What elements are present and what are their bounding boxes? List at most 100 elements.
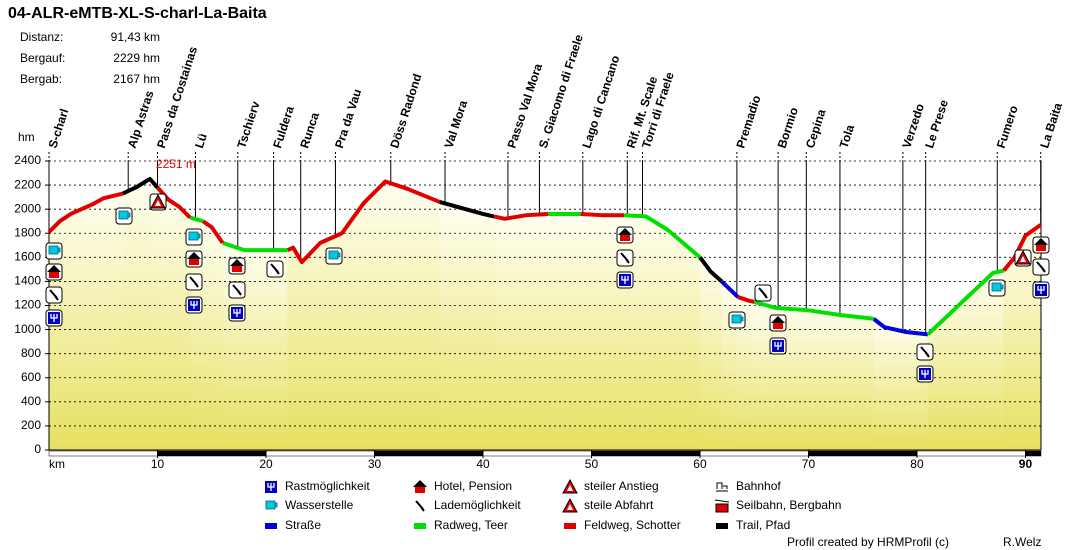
waypoint-label: S-charl bbox=[46, 107, 72, 150]
y-tick-label: 1800 bbox=[14, 225, 41, 239]
icon-water bbox=[328, 250, 341, 260]
icon-hotel-body bbox=[49, 272, 59, 278]
icon-fork bbox=[50, 314, 58, 322]
legend-label: Hotel, Pension bbox=[434, 479, 512, 493]
waypoint-label: Val Mora bbox=[442, 98, 471, 150]
icon-steep-in bbox=[1020, 256, 1026, 262]
x-tick-label: 80 bbox=[910, 457, 924, 471]
icon-water bbox=[731, 314, 744, 324]
x-tick-label: 40 bbox=[476, 457, 490, 471]
icon-charge bbox=[189, 276, 199, 288]
stat-value: 91,43 km bbox=[111, 30, 160, 44]
legend-swatch bbox=[564, 523, 576, 529]
stat-value: 2229 hm bbox=[113, 51, 160, 65]
waypoint-label: Pra da Vau bbox=[332, 87, 364, 150]
icon-fork bbox=[1037, 286, 1045, 294]
x-tick-label: 70 bbox=[802, 457, 816, 471]
legend-label: Wasserstelle bbox=[285, 498, 354, 512]
icon-hotel bbox=[187, 252, 201, 259]
stat-label: Bergab: bbox=[20, 72, 62, 86]
x-scale-strip bbox=[265, 450, 375, 457]
legend-label: steiler Anstieg bbox=[584, 479, 659, 493]
profile-area bbox=[721, 280, 739, 451]
legend-label: steile Abfahrt bbox=[584, 498, 654, 512]
x-axis-label: km bbox=[49, 457, 65, 471]
icon-station bbox=[716, 482, 728, 492]
profile-area bbox=[202, 220, 224, 451]
legend-label: Straße bbox=[285, 518, 321, 532]
waypoint-label: Le Prese bbox=[922, 98, 951, 150]
profile-area bbox=[873, 317, 929, 451]
icon-charge bbox=[270, 263, 280, 275]
icon-hotel bbox=[1034, 238, 1048, 245]
annotation: 2251 m bbox=[156, 157, 196, 171]
waypoint-label: Fuldera bbox=[270, 104, 297, 150]
icon-steep-in bbox=[567, 504, 573, 510]
x-tick-label: 50 bbox=[585, 457, 599, 471]
icon-water bbox=[188, 231, 201, 241]
x-scale-strip bbox=[591, 450, 701, 457]
legend-swatch bbox=[716, 523, 728, 529]
icon-fork bbox=[621, 276, 629, 284]
icon-steep-in bbox=[567, 485, 573, 491]
x-scale-strip bbox=[374, 450, 484, 457]
legend-label: Lademöglichkeit bbox=[434, 498, 521, 512]
profile-area bbox=[156, 186, 191, 451]
profile-area bbox=[623, 214, 701, 451]
y-tick-label: 600 bbox=[21, 370, 41, 384]
profile-area bbox=[580, 213, 625, 451]
icon-hotel-body bbox=[189, 259, 199, 265]
profile-area bbox=[493, 213, 549, 451]
x-tick-label: 30 bbox=[368, 457, 382, 471]
waypoint-label: Lü bbox=[192, 132, 210, 150]
stat-value: 2167 hm bbox=[113, 72, 160, 86]
icon-hotel-body bbox=[232, 266, 242, 272]
legend-label: Bahnhof bbox=[736, 479, 781, 493]
icon-charge bbox=[49, 289, 59, 301]
waypoint-label: Bormio bbox=[775, 106, 801, 150]
x-tick-label: 60 bbox=[693, 457, 707, 471]
waypoint-label: La Baita bbox=[1037, 101, 1065, 150]
icon-fork bbox=[233, 309, 241, 317]
waypoint-label: Döss Radond bbox=[387, 72, 424, 150]
y-tick-label: 1200 bbox=[14, 298, 41, 312]
legend-label: Seilbahn, Bergbahn bbox=[736, 498, 841, 512]
y-tick-label: 2400 bbox=[14, 153, 41, 167]
icon-hotel bbox=[47, 265, 61, 272]
profile-area bbox=[439, 201, 495, 451]
icon-water bbox=[991, 282, 1004, 292]
y-tick-label: 400 bbox=[21, 394, 41, 408]
icon-fork bbox=[921, 370, 929, 378]
icon-charge bbox=[232, 284, 242, 296]
icon-hotel-body bbox=[1036, 245, 1046, 251]
waypoint-label: Alp Astras bbox=[125, 89, 157, 150]
y-tick-label: 2200 bbox=[14, 177, 41, 191]
y-tick-label: 2000 bbox=[14, 201, 41, 215]
profile-line bbox=[47, 179, 1042, 304]
y-tick-label: 200 bbox=[21, 418, 41, 432]
y-tick-label: 0 bbox=[34, 442, 41, 456]
x-scale-strip bbox=[482, 450, 592, 457]
waypoint-label: S. Giacomo di Fraele bbox=[536, 32, 586, 150]
x-scale-strip bbox=[699, 450, 809, 457]
icon-hotel-body bbox=[773, 323, 783, 329]
stat-label: Distanz: bbox=[20, 30, 63, 44]
icon-charge bbox=[758, 287, 768, 299]
profile-line bbox=[720, 279, 929, 337]
x-scale-strip bbox=[1025, 450, 1042, 457]
icon-steep-in bbox=[155, 200, 161, 206]
y-tick-label: 1400 bbox=[14, 274, 41, 288]
x-scale-strip bbox=[48, 450, 158, 457]
icon-hotel-body bbox=[620, 235, 630, 241]
chart-title: 04-ALR-eMTB-XL-S-charl-La-Baita bbox=[8, 5, 267, 22]
profile-line bbox=[189, 211, 1005, 336]
legend-swatch bbox=[414, 523, 426, 529]
icon-charge bbox=[1036, 261, 1046, 273]
legend-label: Radweg, Teer bbox=[434, 518, 508, 532]
stat-label: Bergauf: bbox=[20, 51, 65, 65]
icon-fork bbox=[190, 301, 198, 309]
icon-water bbox=[48, 245, 61, 255]
waypoint-label: Cepina bbox=[803, 107, 829, 150]
x-tick-label: 20 bbox=[259, 457, 273, 471]
